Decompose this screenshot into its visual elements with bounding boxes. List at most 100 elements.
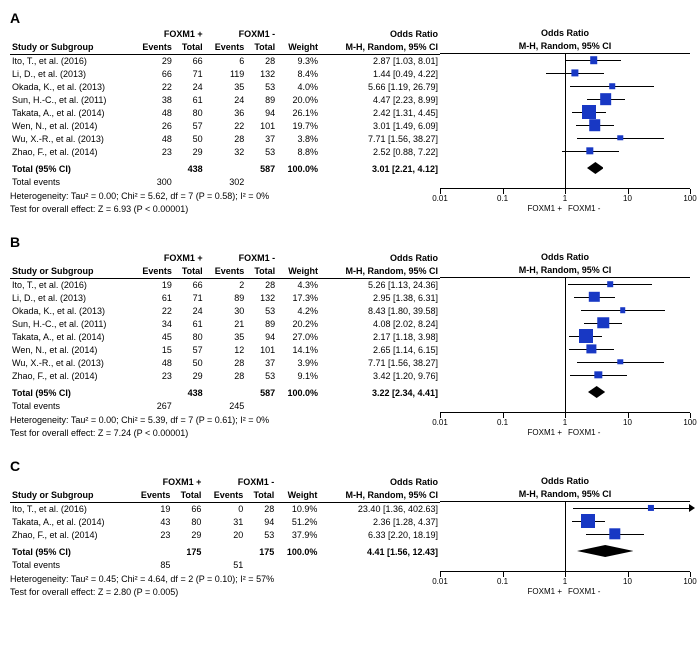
total-row: Total (95% CI)438587100.0%3.01 [2.21, 4.… <box>10 163 440 176</box>
plot-title: Odds Ratio <box>440 28 690 41</box>
plot-row <box>440 278 690 291</box>
group1-header: FOXM1 + <box>132 28 204 41</box>
events-header: Events <box>203 489 245 503</box>
plot-row <box>440 304 690 317</box>
point-marker <box>595 371 602 378</box>
table-row: Ito, T., et al. (2016)19662284.3%5.26 [1… <box>10 279 440 293</box>
forest-panel: AFOXM1 +FOXM1 -Odds RatioStudy or Subgro… <box>10 10 690 216</box>
plot-row <box>440 291 690 304</box>
effect-test-text: Test for overall effect: Z = 6.93 (P < 0… <box>10 203 440 215</box>
point-marker <box>586 147 593 154</box>
point-marker <box>589 119 601 131</box>
table-row: Takata, A., et al. (2014)4880369426.1%2.… <box>10 107 440 120</box>
axis-left-label: FOXM1 + <box>528 428 562 437</box>
plot-row <box>440 119 690 132</box>
events-header: Events <box>205 41 247 55</box>
plot-row <box>440 67 690 80</box>
or-sub-header: M-H, Random, 95% CI <box>320 265 440 279</box>
plot-row <box>440 80 690 93</box>
table-row: Zhao, F., et al. (2014)232928539.1%3.42 … <box>10 370 440 383</box>
axis-right-label: FOXM1 - <box>568 428 600 437</box>
forest-plot <box>440 502 690 571</box>
forest-panel: CFOXM1 +FOXM1 -Odds RatioStudy or Subgro… <box>10 458 690 599</box>
group2-header: FOXM1 - <box>205 28 277 41</box>
plot-row <box>440 145 690 158</box>
group1-header: FOXM1 + <box>132 252 204 265</box>
point-marker <box>581 514 595 528</box>
total-row: Total (95% CI)438587100.0%3.22 [2.34, 4.… <box>10 387 440 400</box>
point-marker <box>600 93 612 105</box>
plot-row <box>440 502 690 515</box>
diamond-icon <box>588 386 605 398</box>
point-marker <box>589 292 599 302</box>
axis-left-label: FOXM1 + <box>528 204 562 213</box>
plot-row <box>440 54 690 67</box>
forest-table: FOXM1 +FOXM1 -Odds RatioStudy or Subgrou… <box>10 28 440 189</box>
forest-plot <box>440 278 690 412</box>
point-marker <box>620 307 626 313</box>
table-row: Sun, H.-C., et al. (2011)3861248920.0%4.… <box>10 94 440 107</box>
plot-row <box>440 515 690 528</box>
forest-table: FOXM1 +FOXM1 -Odds RatioStudy or Subgrou… <box>10 252 440 413</box>
axis-tick-label: 100 <box>683 194 696 203</box>
point-marker <box>590 56 598 64</box>
axis-tick-label: 0.1 <box>497 194 508 203</box>
axis-left-label: FOXM1 + <box>528 587 562 596</box>
panel-label: B <box>10 234 690 250</box>
heterogeneity-text: Heterogeneity: Tau² = 0.45; Chi² = 4.64,… <box>10 573 440 585</box>
table-row: Zhao, F., et al. (2014)232932538.8%2.52 … <box>10 146 440 159</box>
plot-subtitle: M-H, Random, 95% CI <box>440 489 690 502</box>
table-row: Zhao, F., et al. (2014)2329205337.9%6.33… <box>10 529 440 542</box>
point-marker <box>587 344 596 353</box>
point-marker <box>648 505 654 511</box>
x-axis: 0.010.1110100FOXM1 +FOXM1 - <box>440 188 690 216</box>
total-events-row: Total events8551 <box>10 559 440 572</box>
plot-row <box>440 369 690 382</box>
weight-header: Weight <box>277 41 320 55</box>
total-header: Total <box>245 489 276 503</box>
table-row: Okada, K., et al. (2013)222430534.2%8.43… <box>10 305 440 318</box>
ci-line <box>573 508 690 509</box>
total-row: Total (95% CI)175175100.0%4.41 [1.56, 12… <box>10 546 440 559</box>
axis-tick-label: 1 <box>563 418 567 427</box>
plot-subtitle: M-H, Random, 95% CI <box>440 265 690 278</box>
study-header: Study or Subgroup <box>10 41 132 55</box>
total-events-row: Total events267245 <box>10 400 440 413</box>
plot-subtitle: M-H, Random, 95% CI <box>440 41 690 54</box>
axis-right-label: FOXM1 - <box>568 204 600 213</box>
axis-tick-label: 0.01 <box>432 418 448 427</box>
table-row: Wu, X.-R., et al. (2013)485028373.9%7.71… <box>10 357 440 370</box>
axis-tick-label: 100 <box>683 577 696 586</box>
panel-label: C <box>10 458 690 474</box>
table-row: Li, D., et al. (2013)61718913217.3%2.95 … <box>10 292 440 305</box>
table-row: Takata, A., et al. (2014)4580359427.0%2.… <box>10 331 440 344</box>
table-row: Okada, K., et al. (2013)222435534.0%5.66… <box>10 81 440 94</box>
events-header: Events <box>205 265 247 279</box>
table-row: Ito, T., et al. (2016)196602810.9%23.40 … <box>10 503 440 517</box>
table-row: Ito, T., et al. (2016)29666289.3%2.87 [1… <box>10 55 440 69</box>
plot-title: Odds Ratio <box>440 252 690 265</box>
point-marker <box>609 528 620 539</box>
plot-row <box>440 93 690 106</box>
forest-plot <box>440 54 690 188</box>
axis-tick-label: 100 <box>683 418 696 427</box>
heterogeneity-text: Heterogeneity: Tau² = 0.00; Chi² = 5.62,… <box>10 190 440 202</box>
point-marker <box>607 281 613 287</box>
table-row: Li, D., et al. (2013)66711191328.4%1.44 … <box>10 68 440 81</box>
axis-tick-label: 10 <box>623 577 632 586</box>
events-header: Events <box>132 41 174 55</box>
diamond-icon <box>587 162 604 174</box>
weight-header: Weight <box>276 489 319 503</box>
or-sub-header: M-H, Random, 95% CI <box>319 489 440 503</box>
total-header: Total <box>246 41 277 55</box>
events-header: Events <box>132 265 174 279</box>
study-header: Study or Subgroup <box>10 265 132 279</box>
or-header: Odds Ratio <box>319 476 440 489</box>
arrow-right-icon <box>689 504 695 512</box>
total-header: Total <box>174 41 205 55</box>
plot-row <box>440 106 690 119</box>
point-marker <box>582 105 596 119</box>
axis-tick-label: 0.01 <box>432 577 448 586</box>
x-axis: 0.010.1110100FOXM1 +FOXM1 - <box>440 571 690 599</box>
diamond-icon <box>577 545 633 557</box>
